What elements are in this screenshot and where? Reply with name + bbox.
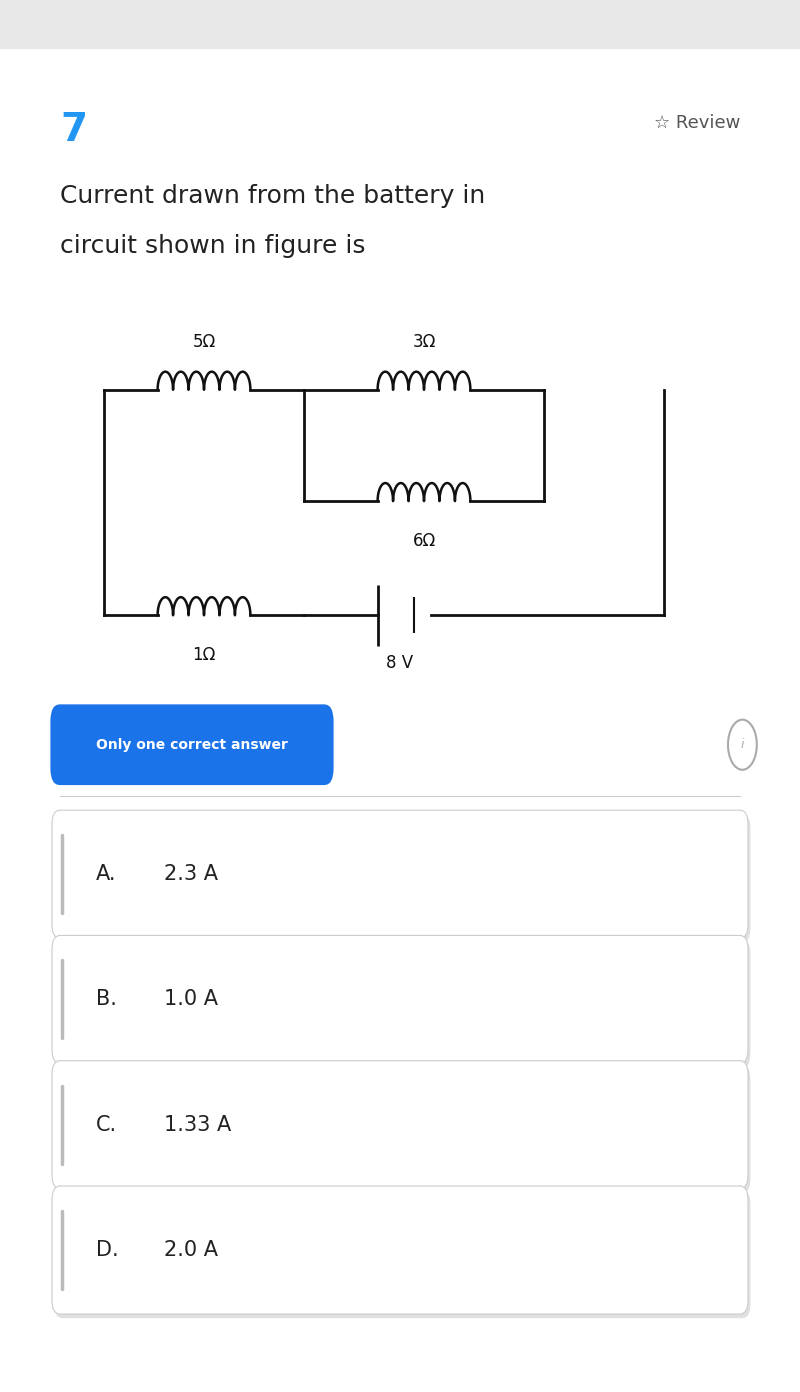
Bar xyxy=(0,0,800,49)
FancyBboxPatch shape xyxy=(54,940,750,1068)
Text: circuit shown in figure is: circuit shown in figure is xyxy=(60,234,366,258)
Text: 2.3 A: 2.3 A xyxy=(164,864,218,884)
Text: B.: B. xyxy=(96,990,117,1009)
Text: 3Ω: 3Ω xyxy=(412,333,436,351)
Text: ☆ Review: ☆ Review xyxy=(654,114,740,132)
Text: 1Ω: 1Ω xyxy=(192,646,216,664)
Text: 1.0 A: 1.0 A xyxy=(164,990,218,1009)
Text: Only one correct answer: Only one correct answer xyxy=(96,738,288,752)
Text: 6Ω: 6Ω xyxy=(412,532,436,550)
Text: C.: C. xyxy=(96,1115,117,1134)
FancyBboxPatch shape xyxy=(52,1186,748,1314)
FancyBboxPatch shape xyxy=(52,935,748,1063)
Text: D.: D. xyxy=(96,1240,118,1260)
Text: 8 V: 8 V xyxy=(386,654,414,672)
Text: 7: 7 xyxy=(60,111,87,149)
FancyBboxPatch shape xyxy=(52,1061,748,1189)
FancyBboxPatch shape xyxy=(50,704,334,785)
FancyBboxPatch shape xyxy=(54,1190,750,1318)
FancyBboxPatch shape xyxy=(52,810,748,938)
Text: Current drawn from the battery in: Current drawn from the battery in xyxy=(60,184,486,207)
Text: 1.33 A: 1.33 A xyxy=(164,1115,231,1134)
FancyBboxPatch shape xyxy=(54,814,750,942)
Text: 5Ω: 5Ω xyxy=(192,333,216,351)
Text: A.: A. xyxy=(96,864,117,884)
FancyBboxPatch shape xyxy=(54,1065,750,1193)
Text: 2.0 A: 2.0 A xyxy=(164,1240,218,1260)
Text: i: i xyxy=(741,738,744,752)
